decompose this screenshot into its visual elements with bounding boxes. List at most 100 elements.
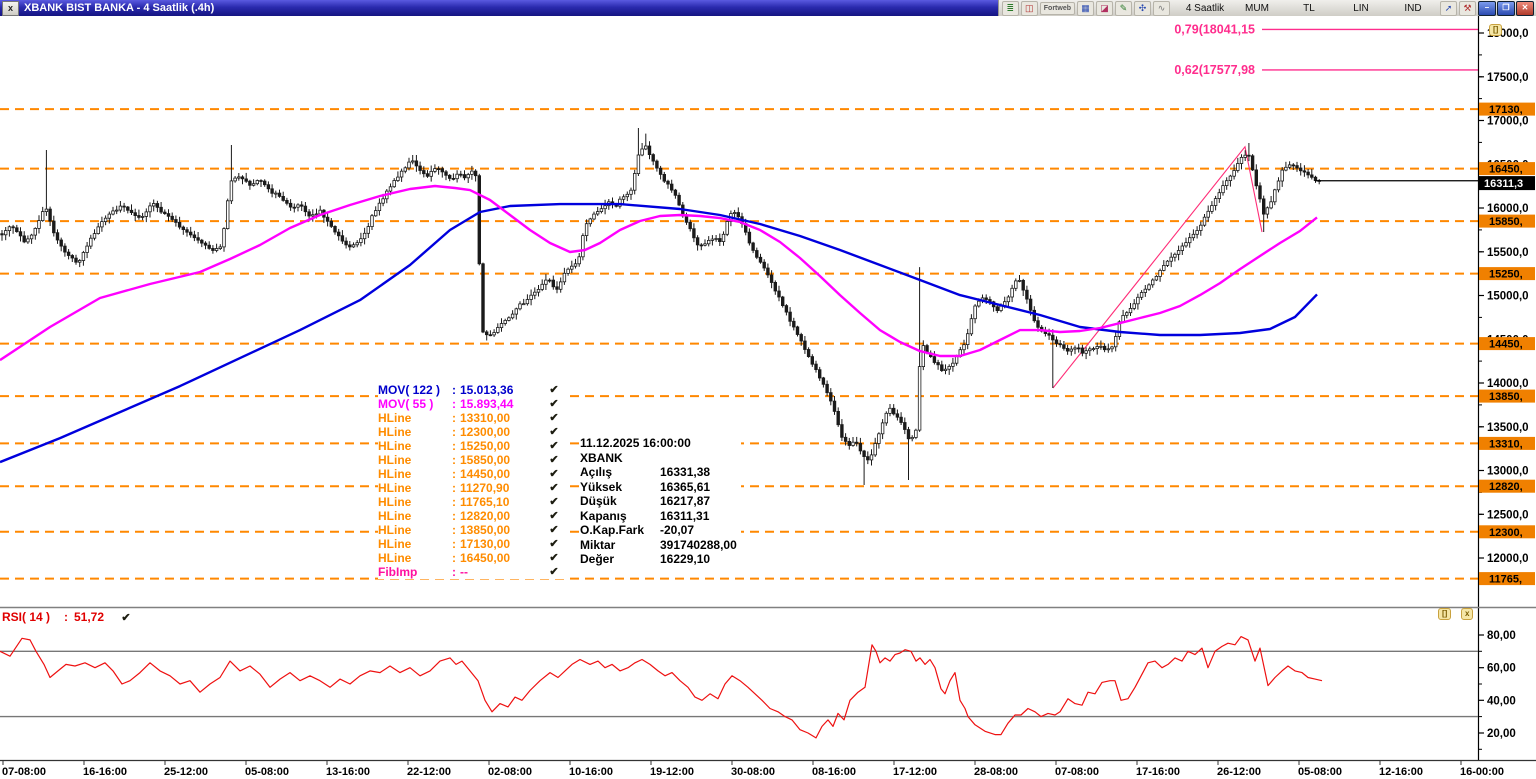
fib-level[interactable]: 0,62(17577,98: [1174, 63, 1478, 77]
legend-row-separator: :: [452, 537, 456, 551]
mov55-line: [0, 184, 1318, 362]
legend-row: HLine:14450,00 ✔: [378, 467, 562, 481]
time-axis-label: 12-16:00: [1379, 766, 1423, 778]
legend-row-separator: :: [452, 425, 456, 439]
chart-style-button[interactable]: MUM: [1245, 2, 1269, 14]
legend-row-value: 13310,00: [460, 411, 511, 425]
mini-chart-icon[interactable]: ◪: [1096, 0, 1113, 16]
compass-icon[interactable]: ✣: [1134, 0, 1151, 16]
fib-label: 0,62(17577,98: [1174, 63, 1255, 77]
rsi-separator: :: [64, 610, 68, 624]
svg-text:13850,: 13850,: [1489, 391, 1523, 403]
symbol-page-icon[interactable]: ◫: [1020, 0, 1038, 16]
legend-row-separator: :: [452, 551, 456, 565]
titlebar-close-button[interactable]: x: [2, 0, 19, 16]
legend-row-label: HLine: [378, 509, 412, 523]
legend-visibility-check-icon[interactable]: ✔: [549, 482, 559, 494]
legend-visibility-check-icon[interactable]: ✔: [549, 496, 559, 508]
legend-visibility-check-icon[interactable]: ✔: [549, 524, 559, 536]
bar-info-box: 11.12.2025 16:00:00 XBANK Açılış 16331,38…: [580, 436, 741, 567]
indicator-button[interactable]: IND: [1404, 2, 1422, 14]
rsi-pane-close-button[interactable]: x: [1461, 608, 1474, 620]
hline-price-badge: 12300,: [1479, 525, 1535, 539]
rsi-axis-label: 60,00: [1487, 663, 1516, 675]
svg-text:16311,3: 16311,3: [1484, 178, 1523, 190]
bar-info-row: Değer 16229,10: [580, 552, 737, 567]
window-title: XBANK BIST BANKA - 4 Saatlik (.4h): [24, 2, 215, 14]
legend-visibility-check-icon[interactable]: ✔: [549, 510, 559, 522]
currency-button[interactable]: TL: [1303, 2, 1315, 14]
legend-visibility-check-icon[interactable]: ✔: [549, 566, 559, 578]
legend-visibility-check-icon[interactable]: ✔: [549, 468, 559, 480]
rsi-axis-label: 40,00: [1487, 695, 1516, 707]
rsi-value: 51,72: [74, 610, 105, 624]
tools-icon[interactable]: ⚒: [1459, 0, 1476, 16]
legend-row: HLine:17130,00 ✔: [378, 537, 562, 551]
legend-row-value: 15.013,36: [460, 383, 514, 397]
main-pane-restore-button[interactable]: []: [1489, 24, 1503, 36]
bar-datetime: 11.12.2025 16:00:00: [580, 436, 691, 450]
legend-visibility-check-icon[interactable]: ✔: [549, 454, 559, 466]
bar-info-row: Miktar 391740288,00: [580, 538, 737, 553]
time-axis-label: 10-16:00: [569, 766, 613, 778]
legend-row-label: HLine: [378, 453, 412, 467]
hline-price-badge: 17130,: [1479, 102, 1535, 116]
price-axis-label: 15000,0: [1487, 291, 1529, 303]
hline-price-badge: 16450,: [1479, 162, 1535, 176]
bar-info-label: Kapanış: [580, 508, 627, 523]
svg-text:12300,: 12300,: [1489, 527, 1523, 539]
wave-icon[interactable]: ∿: [1153, 0, 1170, 16]
indicator-legend: MOV( 122 ):15.013,36 ✔ MOV( 55 ):15.893,44…: [378, 383, 564, 579]
trendline[interactable]: [1052, 145, 1263, 389]
legend-row-label: MOV( 122 ): [378, 383, 441, 397]
bar-info-label: O.Kap.Fark: [580, 523, 645, 537]
rsi-axis: 80,00 60,00 40,00 20,00: [1478, 630, 1516, 750]
rsi-pane-restore-button[interactable]: []: [1438, 608, 1452, 620]
price-axis-label: 13500,0: [1487, 422, 1529, 434]
time-axis-label: 30-08:00: [731, 766, 775, 778]
legend-visibility-check-icon[interactable]: ✔: [549, 440, 559, 452]
price-axis-label: 17500,0: [1487, 72, 1529, 84]
scale-button[interactable]: LIN: [1353, 2, 1369, 14]
chart-template-icon[interactable]: ≣: [1001, 0, 1019, 16]
legend-row: HLine:12820,00 ✔: [378, 509, 562, 523]
time-axis-label: 13-16:00: [326, 766, 370, 778]
period-button[interactable]: 4 Saatlik: [1185, 2, 1225, 14]
legend-visibility-check-icon[interactable]: ✔: [549, 426, 559, 438]
legend-visibility-check-icon[interactable]: ✔: [549, 412, 559, 424]
rsi-axis-label: 80,00: [1487, 630, 1516, 642]
pointer-arrow-icon[interactable]: ➚: [1440, 0, 1457, 16]
draw-pencil-icon[interactable]: ✎: [1115, 0, 1132, 16]
legend-row-separator: :: [452, 565, 456, 579]
legend-visibility-check-icon[interactable]: ✔: [549, 398, 559, 410]
hline-price-badge: 15250,: [1479, 267, 1535, 281]
legend-row-separator: :: [452, 397, 456, 411]
minimize-button[interactable]: –: [1478, 0, 1496, 16]
fortweb-button[interactable]: Fortweb: [1039, 1, 1075, 15]
data-grid-icon[interactable]: ▦: [1077, 0, 1094, 16]
legend-visibility-check-icon[interactable]: ✔: [549, 552, 559, 564]
price-axis-label: 16000,0: [1487, 203, 1529, 215]
bar-info-value: 16365,61: [660, 479, 711, 494]
fib-level[interactable]: 0,79(18041,15: [1174, 22, 1478, 36]
legend-visibility-check-icon[interactable]: ✔: [549, 538, 559, 550]
legend-visibility-check-icon[interactable]: ✔: [549, 384, 559, 396]
legend-row: FibImp: -- ✔: [378, 565, 562, 579]
svg-text:14450,: 14450,: [1489, 339, 1523, 351]
legend-row-value: 16450,00: [460, 551, 511, 565]
svg-text:13310,: 13310,: [1489, 438, 1523, 450]
restore-button[interactable]: ❐: [1497, 0, 1515, 16]
time-axis-label: 08-16:00: [812, 766, 856, 778]
rsi-visibility-check-icon[interactable]: ✔: [121, 611, 131, 624]
legend-row-label: HLine: [378, 439, 412, 453]
time-axis-label: 05-08:00: [245, 766, 289, 778]
time-axis-label: 05-08:00: [1298, 766, 1342, 778]
legend-row-label: HLine: [378, 467, 412, 481]
legend-row-separator: :: [452, 453, 456, 467]
legend-row-label: MOV( 55 ): [378, 397, 434, 411]
close-button[interactable]: ✕: [1516, 0, 1534, 16]
legend-row-separator: :: [452, 383, 456, 397]
svg-text:11765,: 11765,: [1489, 574, 1522, 586]
svg-text:17130,: 17130,: [1489, 104, 1523, 116]
